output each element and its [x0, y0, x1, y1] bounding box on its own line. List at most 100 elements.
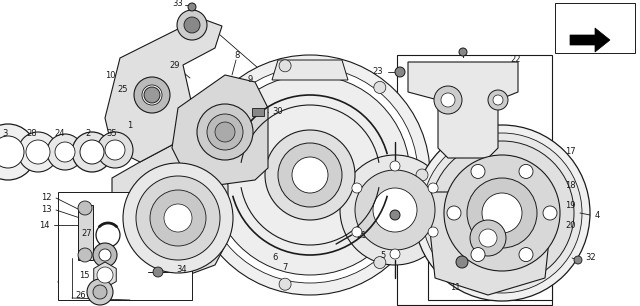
Circle shape — [471, 248, 485, 262]
Circle shape — [430, 141, 574, 285]
Circle shape — [265, 130, 355, 220]
Polygon shape — [408, 62, 518, 158]
Circle shape — [373, 188, 417, 232]
Polygon shape — [105, 18, 222, 162]
Text: 9: 9 — [248, 76, 253, 84]
Text: 24: 24 — [55, 129, 65, 137]
Circle shape — [210, 75, 410, 275]
Circle shape — [488, 90, 508, 110]
Circle shape — [184, 17, 200, 33]
Bar — [397, 55, 552, 305]
Circle shape — [0, 124, 36, 180]
Circle shape — [177, 10, 207, 40]
Bar — [58, 192, 192, 300]
Text: 35: 35 — [107, 129, 117, 137]
Circle shape — [493, 95, 503, 105]
Circle shape — [99, 249, 111, 261]
Text: 13: 13 — [42, 206, 52, 215]
Text: FR.: FR. — [567, 35, 585, 45]
Circle shape — [93, 285, 107, 299]
Circle shape — [72, 132, 112, 172]
Circle shape — [428, 227, 438, 237]
Circle shape — [390, 249, 400, 259]
Circle shape — [203, 120, 215, 132]
Circle shape — [164, 204, 192, 232]
Text: 25: 25 — [118, 85, 128, 95]
Text: 3: 3 — [2, 129, 8, 137]
Polygon shape — [58, 248, 140, 300]
Text: 14: 14 — [40, 221, 50, 230]
Text: 27: 27 — [81, 229, 92, 237]
Text: 30: 30 — [272, 107, 283, 117]
Circle shape — [355, 170, 435, 250]
Polygon shape — [93, 262, 116, 288]
Text: 2: 2 — [85, 129, 91, 137]
Bar — [78, 205, 93, 260]
Text: 8: 8 — [234, 50, 240, 59]
Circle shape — [105, 140, 125, 160]
Text: 12: 12 — [42, 193, 52, 203]
Bar — [428, 185, 552, 300]
Circle shape — [207, 114, 243, 150]
Circle shape — [519, 248, 533, 262]
Text: 32: 32 — [585, 253, 596, 263]
Circle shape — [136, 176, 220, 260]
Text: 34: 34 — [176, 266, 187, 274]
Circle shape — [471, 164, 485, 178]
Circle shape — [203, 218, 215, 230]
Circle shape — [190, 55, 430, 295]
Circle shape — [215, 122, 235, 142]
Text: 10: 10 — [106, 70, 116, 80]
Circle shape — [18, 132, 58, 172]
Circle shape — [134, 77, 170, 113]
Text: 23: 23 — [372, 68, 383, 76]
Circle shape — [416, 169, 428, 181]
Circle shape — [292, 157, 328, 193]
Circle shape — [279, 60, 291, 72]
Circle shape — [153, 267, 163, 277]
Text: 20: 20 — [565, 221, 575, 230]
Circle shape — [543, 206, 557, 220]
Circle shape — [434, 86, 462, 114]
Polygon shape — [112, 145, 228, 278]
Text: 28: 28 — [27, 129, 37, 137]
Circle shape — [93, 243, 117, 267]
Text: 33: 33 — [172, 0, 183, 8]
Text: 21: 21 — [356, 230, 367, 240]
Circle shape — [395, 67, 405, 77]
Text: 1: 1 — [127, 121, 132, 129]
Circle shape — [470, 220, 506, 256]
Text: 5: 5 — [380, 251, 386, 259]
Circle shape — [0, 136, 24, 168]
Circle shape — [374, 81, 386, 93]
Circle shape — [123, 163, 233, 273]
Circle shape — [279, 278, 291, 290]
Polygon shape — [272, 60, 348, 80]
Text: 26: 26 — [76, 290, 86, 300]
Circle shape — [87, 279, 113, 305]
Text: 16: 16 — [79, 251, 90, 259]
Text: 19: 19 — [565, 200, 575, 210]
Text: 4: 4 — [595, 211, 600, 219]
Circle shape — [340, 155, 450, 265]
Text: 29: 29 — [170, 61, 180, 69]
Bar — [555, 3, 635, 53]
Circle shape — [352, 227, 362, 237]
Circle shape — [150, 190, 206, 246]
Circle shape — [80, 140, 104, 164]
Circle shape — [55, 142, 75, 162]
Circle shape — [144, 87, 160, 103]
Circle shape — [414, 125, 590, 301]
Circle shape — [188, 3, 196, 11]
Text: 7: 7 — [282, 263, 288, 273]
Circle shape — [459, 48, 467, 56]
Circle shape — [428, 183, 438, 193]
Circle shape — [97, 267, 113, 283]
Circle shape — [422, 133, 582, 293]
Circle shape — [456, 256, 468, 268]
Circle shape — [197, 104, 253, 160]
Circle shape — [278, 143, 342, 207]
Circle shape — [390, 161, 400, 171]
Circle shape — [479, 229, 497, 247]
Circle shape — [444, 155, 560, 271]
